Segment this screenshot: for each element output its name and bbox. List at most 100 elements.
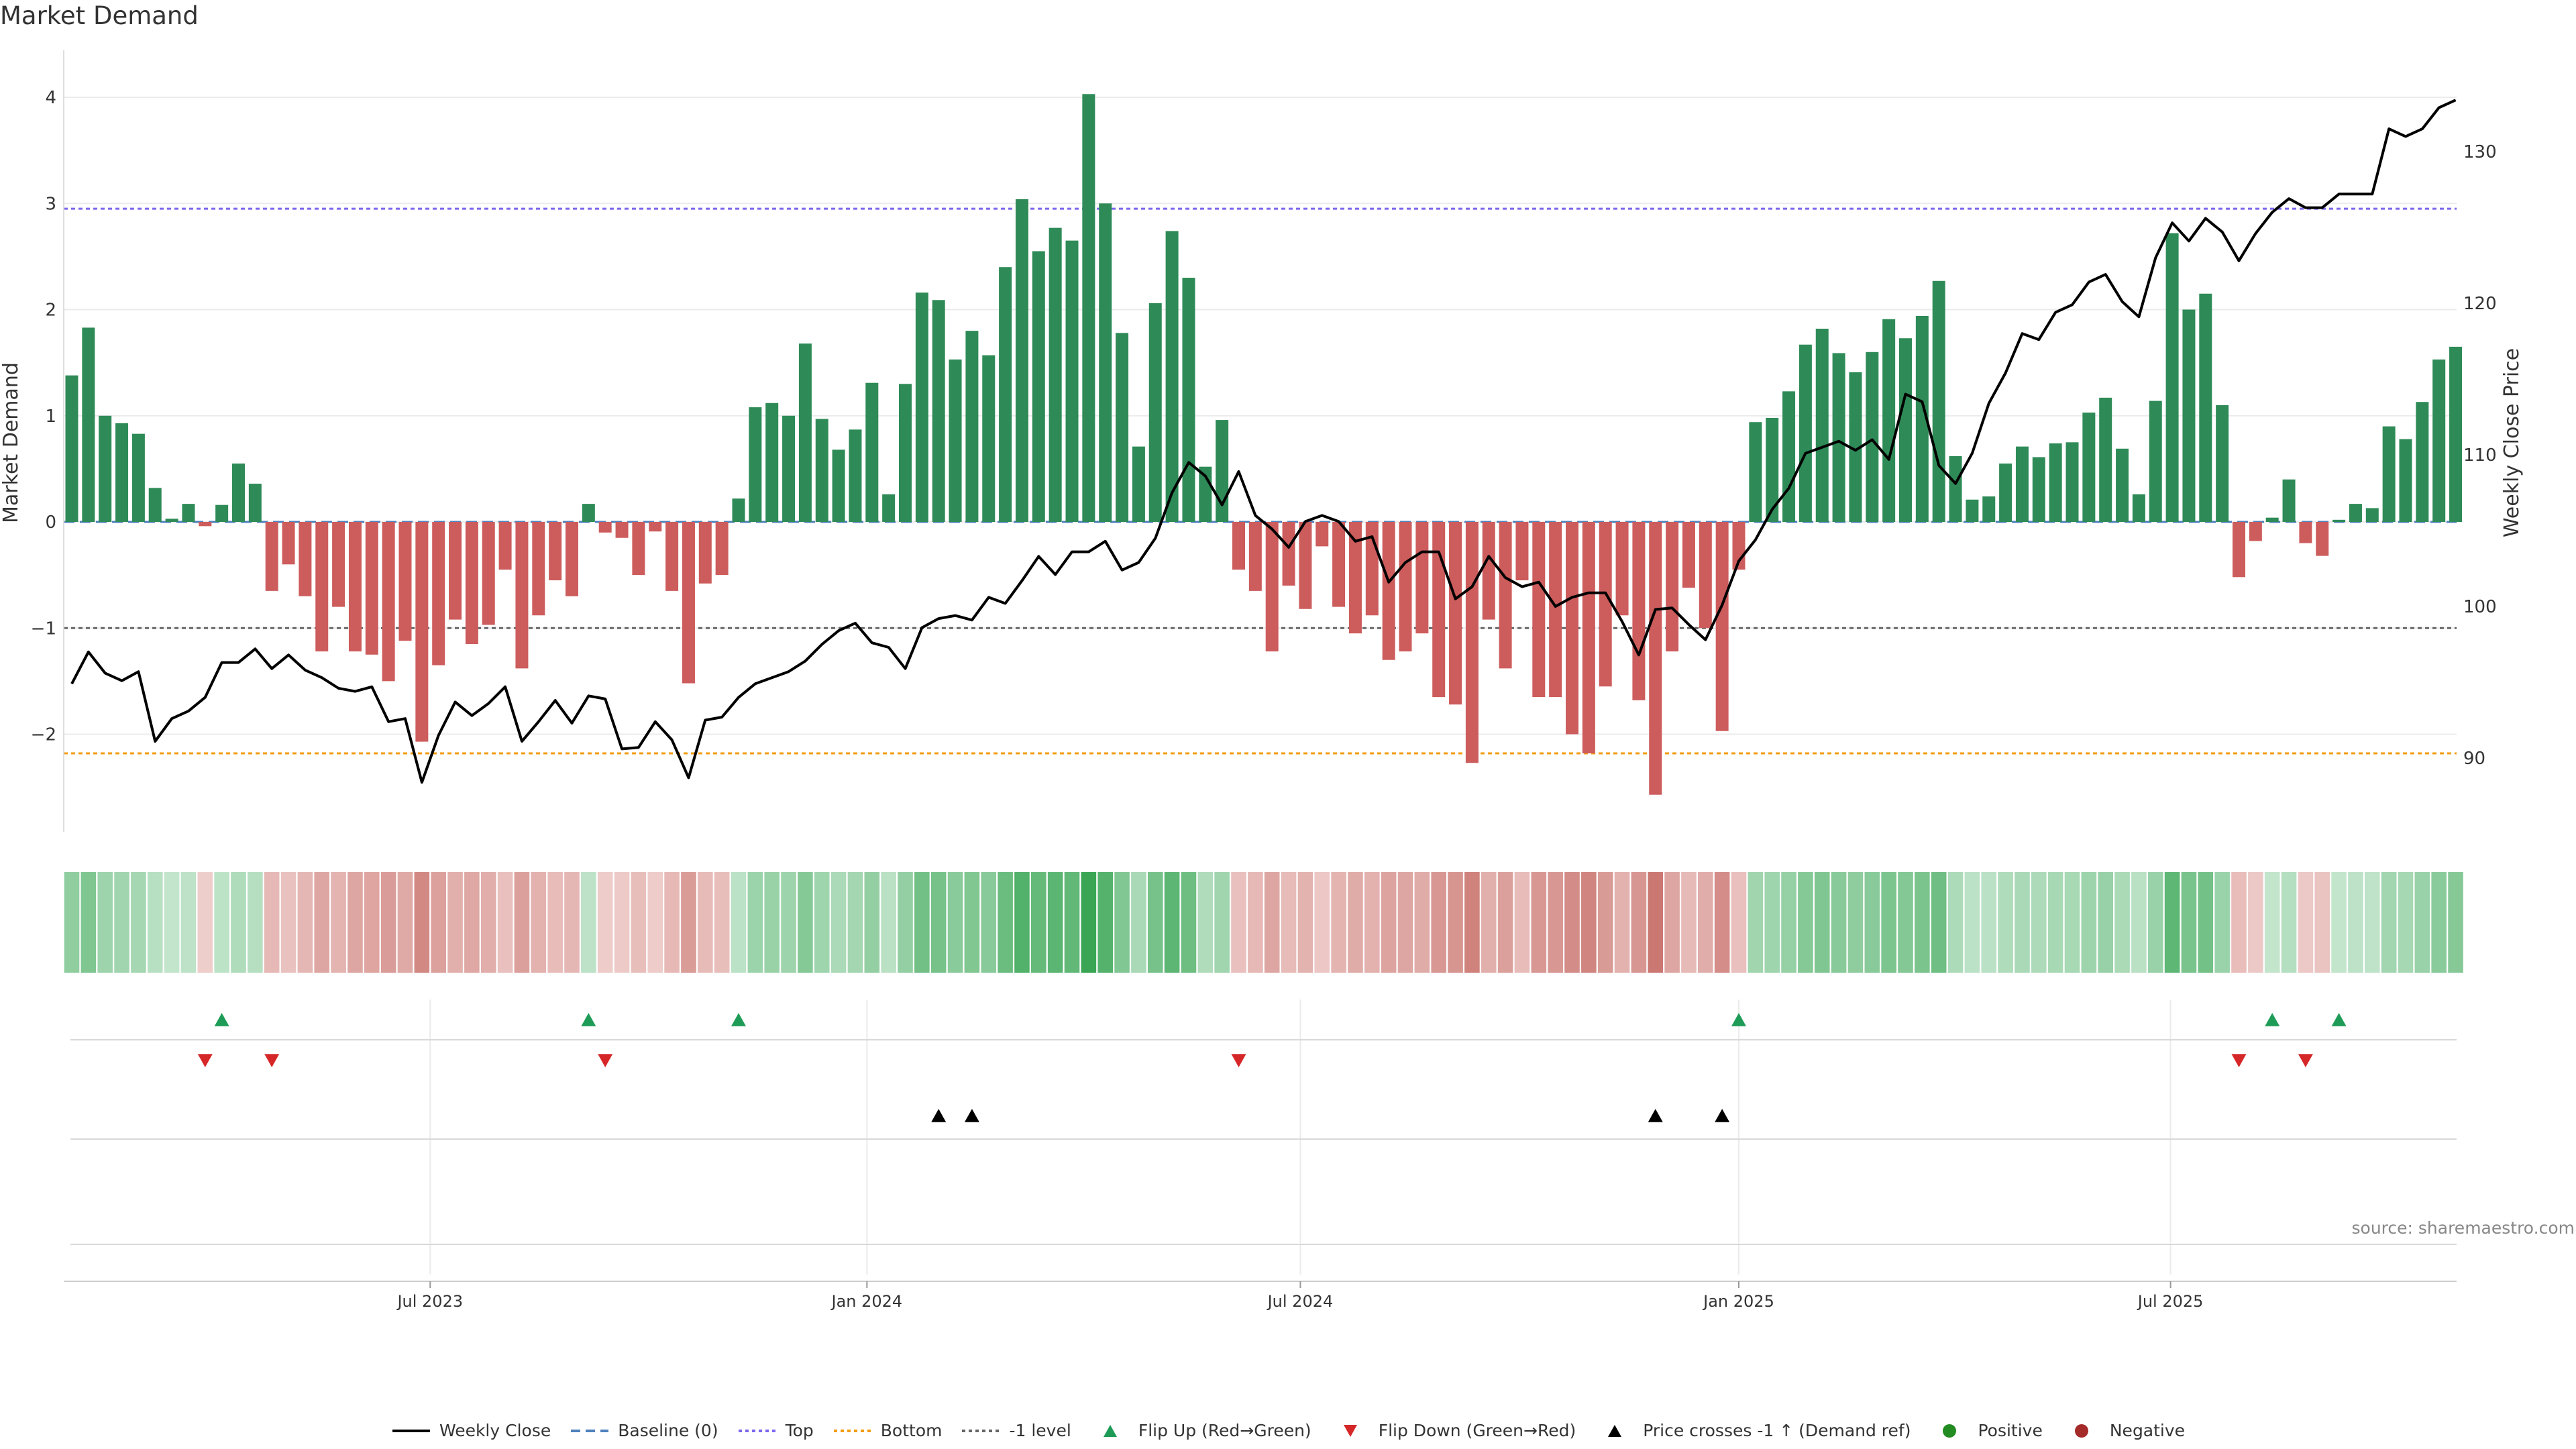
demand-bar xyxy=(982,355,996,522)
demand-bar xyxy=(1082,94,1095,522)
heat-cell xyxy=(1764,872,1780,973)
heat-cell xyxy=(2131,872,2147,973)
demand-bar xyxy=(1049,227,1062,522)
heat-cell xyxy=(664,872,680,973)
demand-bar xyxy=(582,504,595,522)
legend-item: Positive xyxy=(1929,1421,2043,1440)
heat-cell xyxy=(747,872,763,973)
demand-bar xyxy=(1682,522,1695,588)
demand-bar xyxy=(248,484,262,522)
demand-bar xyxy=(1832,353,1845,522)
demand-bar xyxy=(282,522,295,565)
heat-cell xyxy=(1081,872,1097,973)
heat-cell xyxy=(414,872,430,973)
heat-cell xyxy=(1097,872,1113,973)
legend-swatch xyxy=(2074,1424,2088,1438)
heat-cell xyxy=(397,872,413,973)
heat-cell xyxy=(1231,872,1246,973)
demand-bar xyxy=(1399,522,1412,652)
heat-cell xyxy=(248,872,263,973)
demand-bar xyxy=(348,522,362,652)
heat-cell xyxy=(114,872,129,973)
heat-cell xyxy=(2281,872,2297,973)
heat-cell xyxy=(1331,872,1346,973)
heat-cell xyxy=(881,872,896,973)
legend-item: Bottom xyxy=(833,1421,942,1440)
demand-bar xyxy=(115,423,129,522)
left-tick-label: 3 xyxy=(45,194,56,214)
demand-bar xyxy=(1849,372,1862,522)
legend-swatch xyxy=(1103,1424,1117,1437)
demand-bar xyxy=(999,267,1012,522)
demand-bar xyxy=(698,522,712,584)
heat-cell xyxy=(1648,872,1664,973)
heat-cell xyxy=(197,872,213,973)
demand-bar xyxy=(632,522,645,576)
heat-cell xyxy=(764,872,780,973)
demand-bar xyxy=(432,522,445,665)
heat-cell xyxy=(1814,872,1830,973)
demand-bar xyxy=(1815,328,1829,522)
demand-bar xyxy=(1649,522,1662,795)
demand-bar xyxy=(2233,522,2245,578)
demand-bar xyxy=(1949,455,1962,522)
right-tick-label: 90 xyxy=(2463,749,2485,769)
heat-cell xyxy=(1581,872,1597,973)
demand-bar xyxy=(2216,405,2229,522)
demand-bar xyxy=(1982,496,1996,522)
right-tick-label: 120 xyxy=(2463,294,2497,314)
heat-cell xyxy=(64,872,80,973)
heat-cell xyxy=(864,872,880,973)
demand-bar xyxy=(2082,413,2096,522)
demand-bar xyxy=(1449,522,1462,705)
heat-cell xyxy=(1197,872,1214,973)
heat-cell xyxy=(964,872,980,973)
left-tick-label: −2 xyxy=(31,725,56,745)
demand-bar xyxy=(1332,522,1346,607)
demand-bar xyxy=(2416,402,2429,522)
weekly-close-line xyxy=(70,99,2457,784)
demand-bar xyxy=(498,522,512,570)
demand-bar xyxy=(365,522,378,655)
demand-bar xyxy=(832,449,845,522)
heat-cell xyxy=(1998,872,2013,973)
demand-bar xyxy=(2065,442,2079,522)
heat-cell xyxy=(2365,872,2380,973)
demand-bar xyxy=(1282,522,1295,586)
demand-bar xyxy=(915,292,928,522)
legend-item: Negative xyxy=(2061,1421,2185,1440)
demand-bar xyxy=(1065,240,1079,522)
demand-bar xyxy=(2249,522,2262,541)
legend-swatch xyxy=(1943,1424,1957,1438)
heat-cell xyxy=(2398,872,2414,973)
heat-cell xyxy=(1614,872,1630,973)
heat-cell xyxy=(2214,872,2230,973)
demand-bar xyxy=(1932,280,1945,522)
demand-bar xyxy=(515,522,529,669)
heat-cell xyxy=(1597,872,1613,973)
demand-bar xyxy=(899,384,912,522)
demand-bar xyxy=(1432,522,1446,698)
demand-bar xyxy=(1265,522,1279,652)
heat-cell xyxy=(97,872,113,973)
heat-cell xyxy=(1131,872,1146,973)
demand-bar xyxy=(398,522,412,641)
demand-bar xyxy=(2116,448,2129,522)
heat-cell xyxy=(514,872,530,973)
heat-cell xyxy=(731,872,747,973)
heat-cell xyxy=(347,872,363,973)
demand-heat-strip xyxy=(64,872,2463,973)
heat-cell xyxy=(1714,872,1730,973)
heat-cell xyxy=(1248,872,1263,973)
heat-cell xyxy=(1847,872,1864,973)
demand-bar xyxy=(449,522,462,620)
heat-cell xyxy=(264,872,280,973)
legend-item: Baseline (0) xyxy=(570,1421,718,1440)
heat-cell xyxy=(2381,872,2397,973)
heat-cell xyxy=(2164,872,2180,973)
demand-bar xyxy=(415,522,429,742)
left-tick-label: 4 xyxy=(45,88,56,108)
demand-bar xyxy=(765,402,779,522)
demand-bar xyxy=(682,522,695,684)
demand-bar xyxy=(1499,522,1512,669)
